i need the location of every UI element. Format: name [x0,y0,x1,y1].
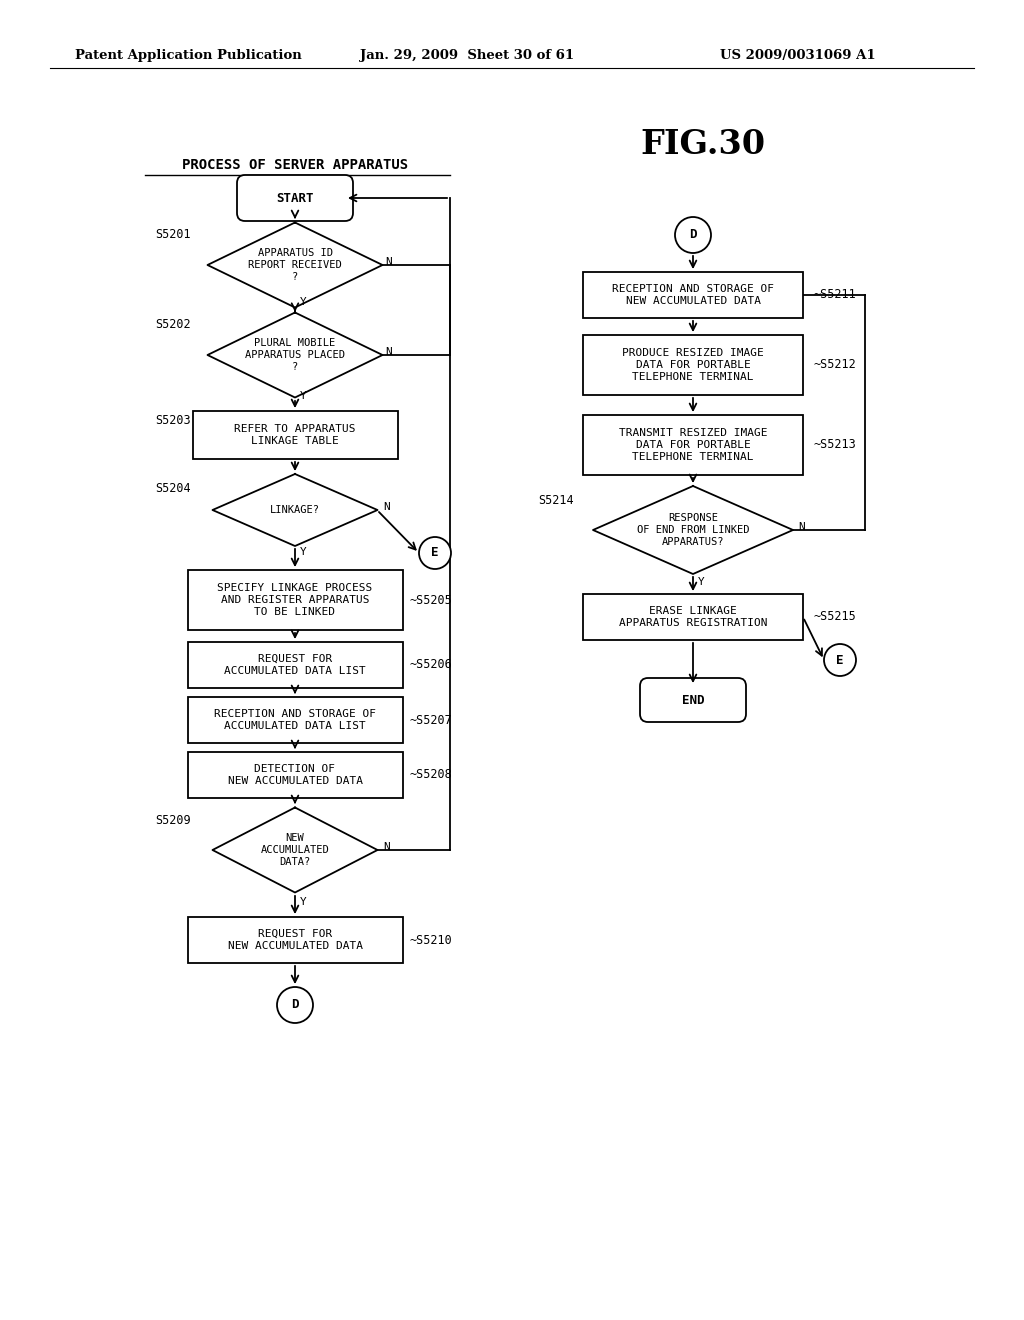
Text: TRANSMIT RESIZED IMAGE
DATA FOR PORTABLE
TELEPHONE TERMINAL: TRANSMIT RESIZED IMAGE DATA FOR PORTABLE… [618,428,767,462]
Bar [583,335,803,395]
Bar [583,414,803,475]
Text: US 2009/0031069 A1: US 2009/0031069 A1 [720,49,876,62]
Text: Y: Y [300,297,307,308]
Text: S5203: S5203 [155,413,190,426]
Bar [187,570,402,630]
Text: APPARATUS ID
REPORT RECEIVED
?: APPARATUS ID REPORT RECEIVED ? [248,248,342,281]
Text: N: N [385,257,392,267]
Text: ~S5215: ~S5215 [813,610,856,623]
Text: Y: Y [300,546,307,557]
Bar [583,272,803,318]
Text: NEW
ACCUMULATED
DATA?: NEW ACCUMULATED DATA? [261,833,330,867]
FancyBboxPatch shape [640,678,746,722]
Text: RECEPTION AND STORAGE OF
ACCUMULATED DATA LIST: RECEPTION AND STORAGE OF ACCUMULATED DAT… [214,709,376,731]
Circle shape [675,216,711,253]
Text: E: E [431,546,438,560]
Text: DETECTION OF
NEW ACCUMULATED DATA: DETECTION OF NEW ACCUMULATED DATA [227,764,362,787]
Text: RESPONSE
OF END FROM LINKED
APPARATUS?: RESPONSE OF END FROM LINKED APPARATUS? [637,513,750,546]
Text: ERASE LINKAGE
APPARATUS REGISTRATION: ERASE LINKAGE APPARATUS REGISTRATION [618,606,767,628]
Text: N: N [385,347,392,356]
Text: S5214: S5214 [538,494,573,507]
FancyBboxPatch shape [237,176,353,220]
Text: Jan. 29, 2009  Sheet 30 of 61: Jan. 29, 2009 Sheet 30 of 61 [360,49,574,62]
Text: ~S5207: ~S5207 [410,714,453,726]
Polygon shape [208,313,383,397]
Text: ~S5212: ~S5212 [813,359,856,371]
Bar [193,411,397,459]
Text: LINKAGE?: LINKAGE? [270,506,319,515]
Text: S5201: S5201 [155,228,190,242]
Text: D: D [291,998,299,1011]
Text: ~S5211: ~S5211 [813,289,856,301]
Text: ~S5213: ~S5213 [813,438,856,451]
Text: Y: Y [300,391,307,401]
Text: ~S5210: ~S5210 [410,933,453,946]
Text: E: E [837,653,844,667]
Text: FIG.30: FIG.30 [640,128,765,161]
Bar [187,917,402,964]
Text: REQUEST FOR
ACCUMULATED DATA LIST: REQUEST FOR ACCUMULATED DATA LIST [224,653,366,676]
Text: Y: Y [698,577,705,587]
Text: S5202: S5202 [155,318,190,331]
Text: PROCESS OF SERVER APPARATUS: PROCESS OF SERVER APPARATUS [182,158,408,172]
Text: Y: Y [300,898,307,907]
Polygon shape [213,474,378,546]
Bar [187,752,402,799]
Text: N: N [383,842,390,851]
Text: PRODUCE RESIZED IMAGE
DATA FOR PORTABLE
TELEPHONE TERMINAL: PRODUCE RESIZED IMAGE DATA FOR PORTABLE … [623,347,764,383]
Text: S5204: S5204 [155,482,190,495]
Text: D: D [689,228,696,242]
Text: START: START [276,191,313,205]
Text: ~S5206: ~S5206 [410,659,453,672]
Text: RECEPTION AND STORAGE OF
NEW ACCUMULATED DATA: RECEPTION AND STORAGE OF NEW ACCUMULATED… [612,284,774,306]
Text: N: N [798,521,805,532]
Circle shape [278,987,313,1023]
Text: SPECIFY LINKAGE PROCESS
AND REGISTER APPARATUS
TO BE LINKED: SPECIFY LINKAGE PROCESS AND REGISTER APP… [217,582,373,618]
Polygon shape [208,223,383,308]
Text: END: END [682,693,705,706]
Bar [583,594,803,640]
Text: REQUEST FOR
NEW ACCUMULATED DATA: REQUEST FOR NEW ACCUMULATED DATA [227,929,362,952]
Text: S5209: S5209 [155,813,190,826]
Bar [187,642,402,688]
Bar [187,697,402,743]
Text: ~S5205: ~S5205 [410,594,453,606]
Polygon shape [593,486,793,574]
Circle shape [419,537,451,569]
Text: PLURAL MOBILE
APPARATUS PLACED
?: PLURAL MOBILE APPARATUS PLACED ? [245,338,345,372]
Text: Patent Application Publication: Patent Application Publication [75,49,302,62]
Text: REFER TO APPARATUS
LINKAGE TABLE: REFER TO APPARATUS LINKAGE TABLE [234,424,355,446]
Circle shape [824,644,856,676]
Polygon shape [213,808,378,892]
Text: ~S5208: ~S5208 [410,768,453,781]
Text: N: N [383,502,390,512]
